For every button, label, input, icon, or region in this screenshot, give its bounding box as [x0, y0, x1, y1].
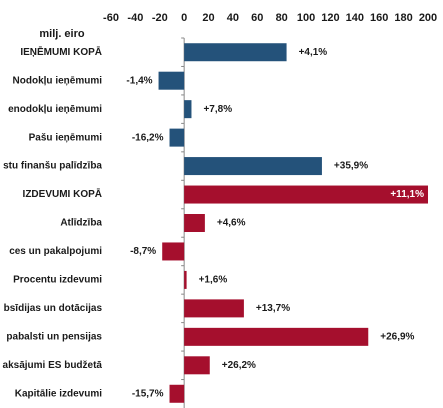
y-tick-label: Kapitālie izdevumi	[15, 388, 102, 399]
data-label: +26,2%	[222, 360, 256, 371]
x-tick-label: -40	[127, 12, 143, 24]
bar	[184, 214, 205, 232]
data-label: -1,4%	[126, 75, 152, 86]
axis-label: milj. eiro	[39, 28, 85, 40]
x-tick-label: 20	[202, 12, 214, 24]
bar	[169, 384, 185, 403]
bar	[184, 157, 322, 176]
x-tick-label: 180	[394, 12, 412, 24]
x-tick-label: 80	[276, 12, 288, 24]
x-tick-label: 140	[346, 12, 364, 24]
data-label: -15,7%	[132, 388, 164, 399]
y-tick-label: pabalsti un pensijas	[6, 331, 102, 342]
data-label: +26,9%	[380, 331, 414, 342]
y-tick-label: IZDEVUMI KOPĀ	[23, 188, 102, 200]
y-tick-label: Pašu ieņēmumi	[29, 132, 103, 143]
data-label: +4,6%	[217, 218, 246, 229]
bar	[184, 270, 187, 289]
x-tick-label: 120	[321, 12, 339, 24]
x-tick-label: -20	[152, 12, 168, 24]
bar	[158, 71, 185, 90]
x-tick-label: 160	[370, 12, 388, 24]
y-tick-label: IEŅĒMUMI KOPĀ	[20, 46, 102, 58]
data-label: -16,2%	[132, 132, 164, 143]
y-tick-label: bsīdijas un dotācijas	[4, 303, 103, 314]
y-tick-label: Atlīdzība	[60, 218, 102, 229]
x-tick-label: 0	[181, 12, 187, 24]
data-label: +4,1%	[299, 47, 328, 58]
x-tick-label: 60	[251, 12, 263, 24]
data-label: -8,7%	[130, 246, 156, 257]
bar	[184, 185, 428, 204]
bar	[184, 299, 244, 318]
bar	[184, 356, 210, 375]
y-tick-label: enodokļu ieņēmumi	[8, 104, 102, 115]
x-tick-label: 100	[297, 12, 315, 24]
bar	[184, 327, 369, 346]
x-tick-label: 200	[419, 12, 437, 24]
data-label: +35,9%	[334, 161, 368, 172]
x-tick-label: -60	[103, 12, 119, 24]
y-tick-label: ces un pakalpojumi	[9, 246, 102, 257]
data-label: +13,7%	[256, 303, 290, 314]
bar	[169, 128, 185, 147]
data-label: +1,6%	[199, 275, 228, 286]
y-tick-label: aksājumi ES budžetā	[3, 360, 103, 371]
bar	[184, 43, 287, 62]
data-label: +7,8%	[203, 104, 232, 115]
bar	[184, 100, 192, 119]
y-tick-label: Nodokļu ieņēmumi	[13, 75, 103, 86]
x-tick-label: 40	[227, 12, 239, 24]
data-label: +11,1%	[390, 189, 424, 200]
y-tick-label: stu finanšu palīdzība	[3, 161, 102, 172]
y-tick-label: Procentu izdevumi	[13, 275, 102, 286]
bar	[162, 242, 185, 261]
